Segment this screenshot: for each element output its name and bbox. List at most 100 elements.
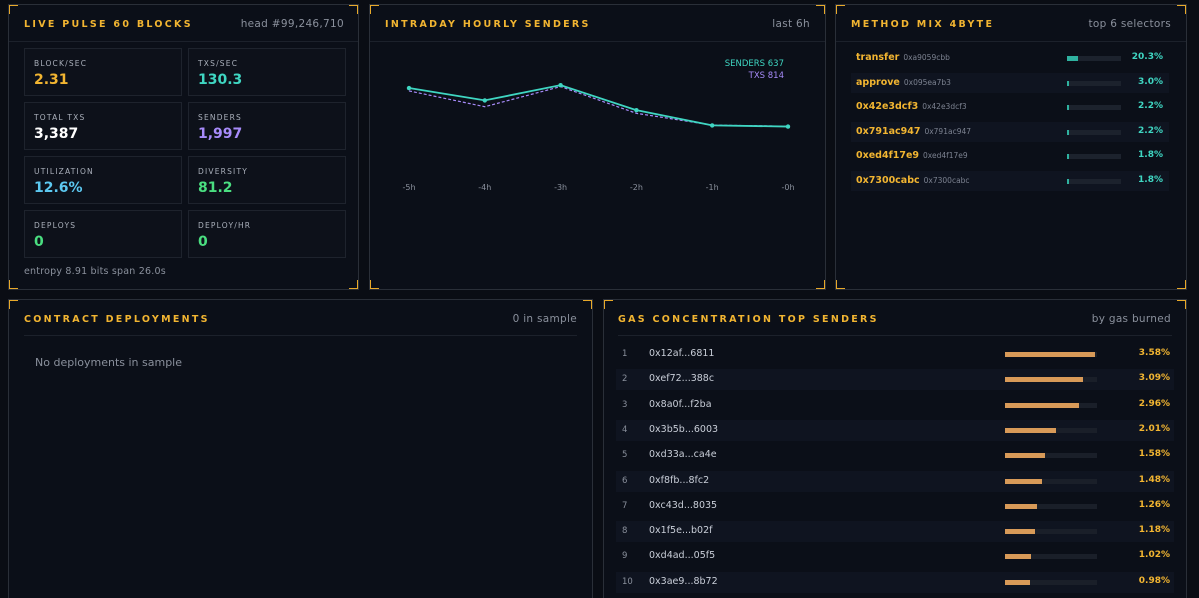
gas-sender-address[interactable]: 0xc43d...8035 [649,499,718,511]
method-name: approve 0x095ea7b3 [856,76,951,88]
gas-share-fill [1005,352,1095,357]
stat-label: DEPLOYS [34,221,77,230]
gas-share-bar [1005,402,1097,408]
gas-sender-address[interactable]: 0xef72...388c [649,373,715,385]
senders-data-point[interactable] [785,124,791,129]
method-name: 0xed4f17e9 0xed4f17e9 [856,150,968,161]
method-share-fill [1067,178,1069,184]
method-row[interactable]: transfer 0xa9059cbb 20.3% [851,48,1169,68]
deployments-count: 0 in sample [512,313,577,325]
method-share-fill [1067,80,1069,86]
gas-sender-row[interactable]: 9 0xd4ad...05f5 1.02% [616,546,1174,567]
gas-sender-row[interactable]: 6 0xf8fb...8fc2 1.48% [616,470,1174,492]
method-selector: 0x7300cabc [923,175,970,185]
method-selector: 0x095ea7b3 [903,77,951,87]
stat-value: 3,387 [34,126,79,142]
gas-sender-row[interactable]: 10 0x3ae9...8b72 0.98% [616,571,1174,593]
method-name: 0x791ac947 0x791ac947 [856,125,972,137]
gas-sender-address[interactable]: 0x3b5b...6003 [649,423,719,435]
method-share-percent: 20.3% [1131,52,1163,62]
stat-value: 0 [198,234,208,250]
method-row[interactable]: 0x7300cabc 0x7300cabc 1.8% [851,170,1169,191]
x-tick-label: -2h [630,183,643,192]
gas-rank: 9 [622,551,628,562]
method-share-bar [1067,105,1121,110]
gas-sender-address[interactable]: 0xf8fb...8fc2 [649,474,710,486]
gas-sender-row[interactable]: 7 0xc43d...8035 1.26% [616,496,1174,517]
gas-sender-address[interactable]: 0x1f5e...b02f [649,525,713,537]
method-row[interactable]: 0xed4f17e9 0xed4f17e9 1.8% [851,146,1169,166]
gas-share-fill [1005,427,1056,433]
gas-sender-address[interactable]: 0xd4ad...05f5 [649,550,716,562]
gas-share-percent: 1.58% [1138,449,1170,460]
senders-data-point[interactable] [406,85,412,91]
senders-data-point[interactable] [710,123,715,128]
gas-share-fill [1005,402,1080,408]
method-name: transfer 0xa9059cbb [856,52,950,63]
method-share-bar [1067,80,1121,86]
gas-sender-address[interactable]: 0x8a0f...f2ba [649,398,712,410]
gas-share-fill [1005,377,1083,383]
method-share-percent: 2.2% [1138,101,1163,111]
gas-share-bar [1005,503,1097,509]
stat-value: 81.2 [198,180,233,196]
method-name: 0x7300cabc 0x7300cabc [856,174,970,186]
gas-sender-address[interactable]: 0x3ae9...8b72 [649,575,718,587]
senders-data-point[interactable] [558,82,563,88]
gas-share-fill [1005,554,1031,560]
empty-state-message: No deployments in sample [35,356,182,369]
method-name: 0x42e3dcf3 0x42e3dcf3 [856,101,967,112]
stat-card: DEPLOY/HR 0 [188,210,346,258]
method-share-bar [1067,56,1121,61]
method-row[interactable]: 0x791ac947 0x791ac947 2.2% [851,121,1169,142]
stat-value: 130.3 [198,72,243,88]
stat-label: DIVERSITY [198,167,249,176]
method-mix-panel: METHOD MIX 4BYTE top 6 selectors transfe… [835,4,1187,290]
senders-data-point[interactable] [634,107,639,113]
gas-concentration-title: GAS CONCENTRATION TOP SENDERS [618,314,879,325]
intraday-title: INTRADAY HOURLY SENDERS [385,19,591,30]
gas-share-bar [1005,478,1097,484]
gas-share-bar [1005,377,1097,383]
gas-sender-row[interactable]: 2 0xef72...388c 3.09% [616,369,1174,391]
head-block-number: head #99,246,710 [240,18,344,30]
gas-sender-row[interactable]: 8 0x1f5e...b02f 1.18% [616,521,1174,543]
method-share-percent: 1.8% [1138,174,1163,185]
gas-share-bar [1005,352,1097,357]
method-row[interactable]: 0x42e3dcf3 0x42e3dcf3 2.2% [851,97,1169,117]
gas-sender-address[interactable]: 0xd33a...ca4e [649,449,717,461]
gas-sender-row[interactable]: 5 0xd33a...ca4e 1.58% [616,445,1174,466]
senders-data-point[interactable] [482,98,487,103]
method-share-fill [1067,105,1069,110]
deployments-panel: CONTRACT DEPLOYMENTS 0 in sample No depl… [8,299,593,598]
gas-share-fill [1005,529,1035,535]
gas-share-fill [1005,478,1043,484]
gas-rank: 4 [622,424,628,435]
gas-sender-row[interactable]: 3 0x8a0f...f2ba 2.96% [616,395,1174,416]
method-share-fill [1067,56,1078,61]
stat-card: UTILIZATION 12.6% [24,156,182,204]
method-row[interactable]: approve 0x095ea7b3 3.0% [851,72,1169,93]
method-share-percent: 2.2% [1138,125,1163,136]
gas-share-percent: 1.02% [1138,550,1170,561]
gas-share-percent: 3.09% [1138,373,1170,384]
gas-share-bar [1005,579,1097,585]
method-selector: 0xa9059cbb [903,53,950,62]
gas-sender-row[interactable]: 1 0x12af...6811 3.58% [616,344,1174,365]
method-share-fill [1067,154,1069,159]
method-share-bar [1067,178,1121,184]
legend-senders: SENDERS 637 [725,59,784,69]
gas-rank: 1 [622,349,628,359]
method-share-percent: 1.8% [1138,150,1163,160]
gas-rank: 3 [622,399,628,410]
gas-rank: 10 [622,576,633,587]
method-share-bar [1067,154,1121,159]
gas-sender-address[interactable]: 0x12af...6811 [649,348,715,359]
stat-card: SENDERS 1,997 [188,102,346,150]
gas-share-percent: 0.98% [1138,575,1170,586]
intraday-panel: INTRADAY HOURLY SENDERS last 6h -5h -4h -3… [369,4,826,290]
gas-share-bar [1005,427,1097,433]
gas-share-percent: 1.48% [1138,474,1170,485]
series-line-txs [408,85,789,127]
gas-sender-row[interactable]: 4 0x3b5b...6003 2.01% [616,419,1174,441]
